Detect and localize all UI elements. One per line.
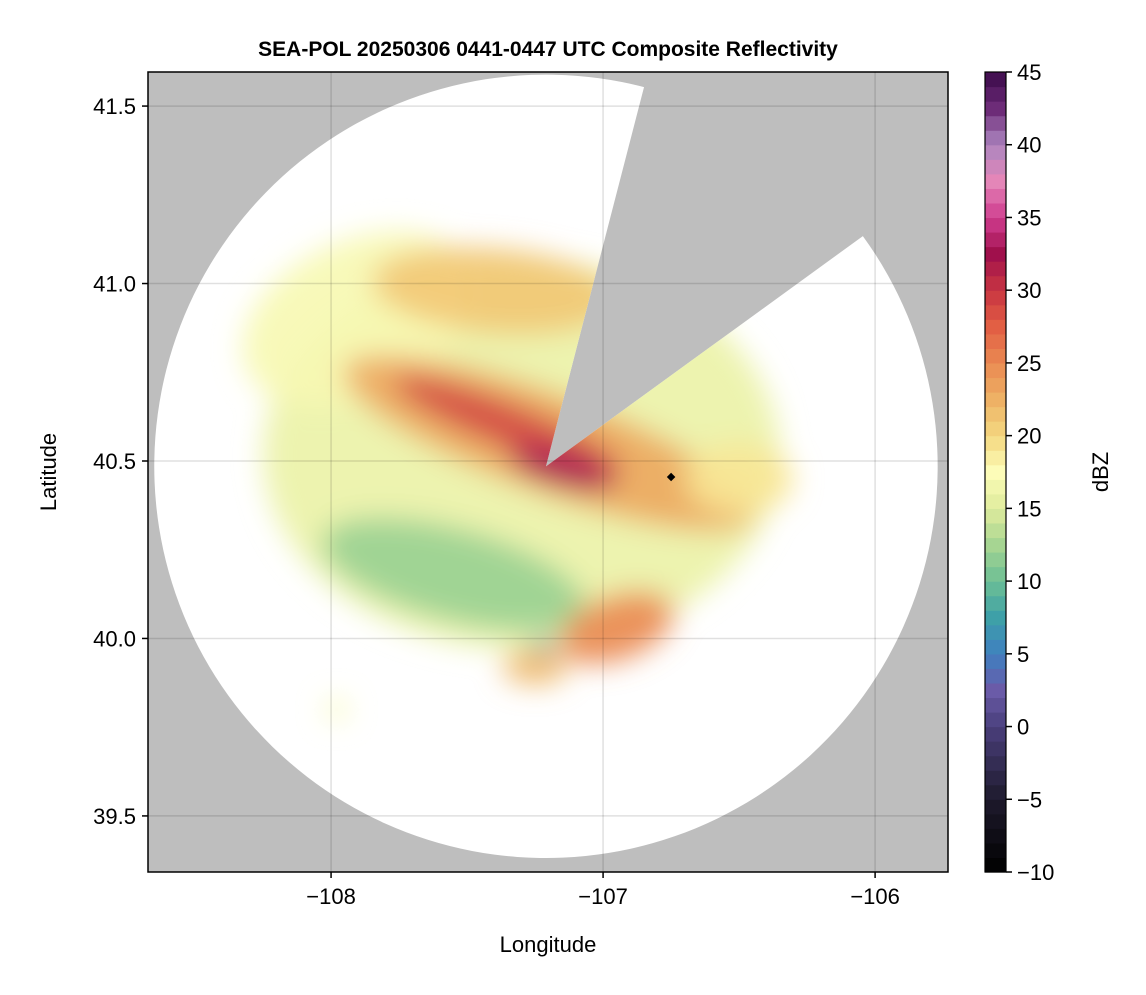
chart-title: SEA-POL 20250306 0441-0447 UTC Composite…: [258, 38, 838, 61]
colorbar-band: [985, 392, 1006, 408]
colorbar-band: [985, 101, 1006, 117]
y-tick-label: 40.5: [93, 449, 136, 474]
colorbar-band: [985, 159, 1006, 175]
echo-region: [559, 591, 674, 665]
plot-frame: [147, 71, 949, 873]
colorbar-tick-label: 0: [1017, 715, 1029, 740]
colorbar-band: [985, 290, 1006, 306]
colorbar-band: [985, 202, 1006, 219]
grid-lines: [148, 72, 948, 872]
echo-region: [684, 443, 794, 515]
colorbar: −10 −5 0 5 10 15 20 25 30 35 40 45: [984, 60, 1054, 885]
colorbar-tick-label: 15: [1017, 496, 1041, 521]
colorbar-tick-label: 20: [1017, 424, 1041, 449]
echo-region: [529, 640, 557, 651]
colorbar-band: [985, 726, 1006, 742]
colorbar-band: [985, 348, 1006, 364]
colorbar-band: [985, 173, 1006, 189]
colorbar-band: [985, 72, 1006, 88]
echo-region: [325, 698, 348, 721]
colorbar-band: [985, 508, 1006, 524]
y-axis-label: Latitude: [36, 433, 61, 511]
x-tick-label: −106: [850, 884, 900, 909]
colorbar-band: [985, 639, 1006, 655]
colorbar-band: [985, 784, 1006, 800]
colorbar-band: [985, 595, 1006, 611]
colorbar-band: [985, 130, 1006, 146]
y-tick-label: 39.5: [93, 804, 136, 829]
colorbar-band: [985, 610, 1006, 626]
colorbar-band: [985, 406, 1006, 422]
colorbar-tick-label: 5: [1017, 642, 1029, 667]
colorbar-band: [985, 755, 1006, 771]
colorbar-frame: [984, 71, 1007, 873]
colorbar-tick-label: 10: [1017, 569, 1041, 594]
echo-region: [502, 649, 568, 685]
colorbar-band: [985, 421, 1006, 437]
y-tick-label: 41.0: [93, 272, 136, 297]
reflectivity-field: [242, 231, 794, 721]
colorbar-band: [985, 450, 1006, 466]
colorbar-band: [985, 682, 1006, 699]
colorbar-band: [985, 668, 1006, 684]
echo-region: [509, 445, 616, 491]
colorbar-band: [985, 275, 1006, 291]
colorbar-band: [985, 697, 1006, 713]
colorbar-band: [985, 624, 1006, 640]
colorbar-band: [985, 741, 1006, 757]
colorbar-band: [985, 522, 1006, 539]
colorbar-band: [985, 828, 1006, 844]
colorbar-band: [985, 566, 1006, 582]
colorbar-band: [985, 188, 1006, 204]
colorbar-band: [985, 479, 1006, 495]
colorbar-label: dBZ: [1088, 452, 1113, 492]
colorbar-band: [985, 232, 1006, 248]
colorbar-tick-label: −10: [1017, 860, 1054, 885]
colorbar-band: [985, 319, 1006, 335]
colorbar-band: [985, 464, 1006, 480]
colorbar-band: [985, 362, 1006, 379]
colorbar-band: [985, 435, 1006, 451]
colorbar-band: [985, 86, 1006, 102]
y-tick-label: 40.0: [93, 626, 136, 651]
colorbar-band: [985, 653, 1006, 669]
colorbar-band: [985, 770, 1006, 786]
colorbar-band: [985, 115, 1006, 131]
colorbar-tick-label: 30: [1017, 278, 1041, 303]
colorbar-band: [985, 813, 1006, 829]
colorbar-tick-label: 40: [1017, 133, 1041, 158]
colorbar-band: [985, 842, 1006, 859]
echo-region: [321, 517, 586, 632]
colorbar-band: [985, 246, 1006, 262]
y-tick-label: 41.5: [93, 94, 136, 119]
x-tick-label: −108: [306, 884, 356, 909]
colorbar-band: [985, 304, 1006, 320]
colorbar-tick-label: 35: [1017, 205, 1041, 230]
colorbar-tick-label: −5: [1017, 787, 1042, 812]
colorbar-tick-label: 45: [1017, 60, 1041, 85]
colorbar-tick-label: 25: [1017, 351, 1041, 376]
colorbar-band: [985, 333, 1006, 349]
colorbar-band: [985, 217, 1006, 233]
colorbar-band: [985, 581, 1006, 597]
x-tick-label: −107: [578, 884, 628, 909]
colorbar-band: [985, 261, 1006, 277]
colorbar-band: [985, 537, 1006, 553]
colorbar-band: [985, 552, 1006, 568]
colorbar-band: [985, 144, 1006, 160]
colorbar-band: [985, 799, 1006, 815]
colorbar-band: [985, 712, 1006, 728]
colorbar-band: [985, 857, 1006, 873]
colorbar-band: [985, 377, 1006, 393]
echo-region: [372, 246, 617, 335]
x-axis-label: Longitude: [500, 932, 597, 957]
colorbar-band: [985, 493, 1006, 509]
